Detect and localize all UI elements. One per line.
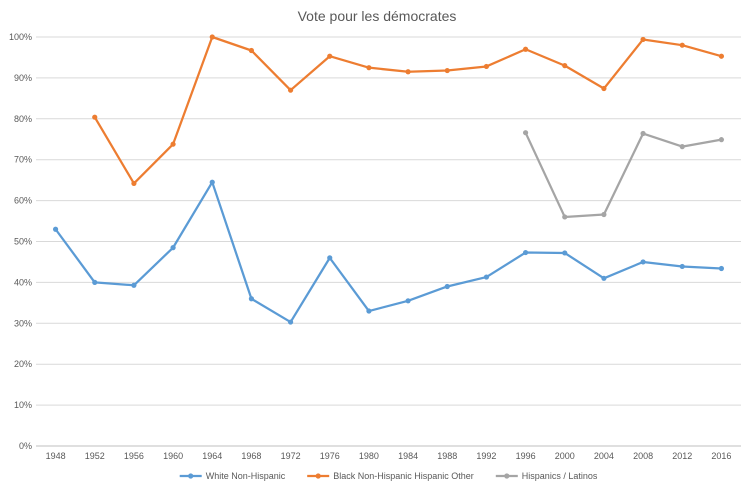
data-point bbox=[679, 42, 685, 48]
data-point bbox=[131, 180, 137, 187]
data-point bbox=[366, 65, 372, 71]
x-tick-label: 1964 bbox=[202, 451, 222, 461]
x-tick-label: 1960 bbox=[163, 451, 183, 461]
data-point bbox=[209, 34, 215, 40]
x-tick-label: 1984 bbox=[398, 451, 418, 461]
data-point bbox=[718, 137, 725, 143]
data-point bbox=[327, 53, 333, 59]
data-point bbox=[170, 245, 176, 251]
y-tick-label: 40% bbox=[14, 277, 32, 287]
data-point bbox=[287, 87, 294, 93]
x-tick-label: 1980 bbox=[359, 451, 379, 461]
data-point bbox=[131, 282, 137, 288]
data-point bbox=[679, 263, 685, 270]
data-point bbox=[718, 265, 725, 272]
data-point bbox=[248, 296, 255, 302]
data-point bbox=[327, 255, 333, 261]
data-point bbox=[405, 298, 411, 304]
data-point bbox=[170, 141, 176, 147]
data-point bbox=[405, 69, 411, 75]
data-point bbox=[562, 250, 568, 256]
x-tick-label: 2012 bbox=[672, 451, 692, 461]
data-point bbox=[640, 259, 646, 265]
data-point bbox=[562, 214, 568, 220]
legend-swatch-marker bbox=[504, 473, 510, 479]
x-tick-label: 2000 bbox=[555, 451, 575, 461]
x-tick-label: 1976 bbox=[320, 451, 340, 461]
y-tick-label: 0% bbox=[19, 441, 32, 451]
data-point bbox=[92, 279, 98, 285]
y-tick-label: 100% bbox=[9, 32, 32, 42]
series-line bbox=[93, 35, 723, 185]
legend-item: Black Non-Hispanic Hispanic Other bbox=[307, 471, 474, 481]
legend-swatch-marker bbox=[188, 473, 194, 479]
x-tick-label: 1988 bbox=[437, 451, 457, 461]
series-line bbox=[524, 131, 723, 219]
y-tick-label: 90% bbox=[14, 73, 32, 83]
data-point bbox=[209, 179, 215, 185]
data-point bbox=[92, 114, 98, 120]
series-3 bbox=[522, 130, 725, 220]
y-tick-label: 80% bbox=[14, 114, 32, 124]
chart-title: Vote pour les démocrates bbox=[298, 8, 457, 24]
legend-label: Hispanics / Latinos bbox=[522, 471, 598, 481]
series-line bbox=[54, 181, 723, 324]
data-point bbox=[679, 144, 685, 150]
x-tick-label: 2008 bbox=[633, 451, 653, 461]
data-point bbox=[287, 319, 294, 325]
x-tick-label: 2004 bbox=[594, 451, 614, 461]
legend: White Non-Hispanic Black Non-Hispanic His… bbox=[179, 471, 598, 481]
y-axis: 0% 10% 20% 30% 40% 50% 60% 70% 80% 90% 100% bbox=[9, 32, 32, 451]
y-tick-label: 10% bbox=[14, 400, 32, 410]
x-tick-label: 1956 bbox=[124, 451, 144, 461]
y-tick-label: 60% bbox=[14, 196, 32, 206]
data-point bbox=[601, 85, 607, 92]
legend-item: White Non-Hispanic bbox=[179, 471, 286, 481]
gridlines bbox=[36, 36, 741, 447]
x-tick-label: 2016 bbox=[711, 451, 731, 461]
x-tick-label: 1952 bbox=[85, 451, 105, 461]
data-point bbox=[444, 283, 450, 290]
data-point bbox=[522, 249, 529, 256]
data-point bbox=[444, 67, 450, 74]
data-point bbox=[640, 36, 646, 43]
legend-item: Hispanics / Latinos bbox=[495, 471, 598, 481]
x-tick-label: 1972 bbox=[281, 451, 301, 461]
legend-label: White Non-Hispanic bbox=[206, 471, 286, 481]
series-layer bbox=[52, 34, 725, 325]
data-point bbox=[52, 226, 59, 232]
x-tick-label: 1948 bbox=[46, 451, 66, 461]
data-point bbox=[483, 274, 490, 280]
series-2 bbox=[92, 34, 725, 187]
data-point bbox=[522, 130, 529, 136]
y-tick-label: 30% bbox=[14, 318, 32, 328]
series-1 bbox=[52, 179, 725, 325]
data-point bbox=[522, 46, 529, 52]
x-tick-label: 1992 bbox=[476, 451, 496, 461]
x-axis: 1948 1952 1956 1960 1964 1968 1972 1976 1980 1984… bbox=[46, 451, 732, 461]
legend-label: Black Non-Hispanic Hispanic Other bbox=[333, 471, 474, 481]
data-point bbox=[718, 53, 725, 59]
data-point bbox=[248, 47, 255, 54]
y-tick-label: 20% bbox=[14, 359, 32, 369]
legend-swatch-marker bbox=[315, 473, 321, 479]
data-point bbox=[601, 211, 607, 218]
y-tick-label: 70% bbox=[14, 155, 32, 165]
data-point bbox=[483, 63, 490, 70]
x-tick-label: 1996 bbox=[516, 451, 536, 461]
y-tick-label: 50% bbox=[14, 237, 32, 247]
data-point bbox=[366, 308, 372, 314]
data-point bbox=[562, 63, 568, 69]
data-point bbox=[601, 275, 607, 281]
x-tick-label: 1968 bbox=[241, 451, 261, 461]
data-point bbox=[640, 130, 646, 137]
